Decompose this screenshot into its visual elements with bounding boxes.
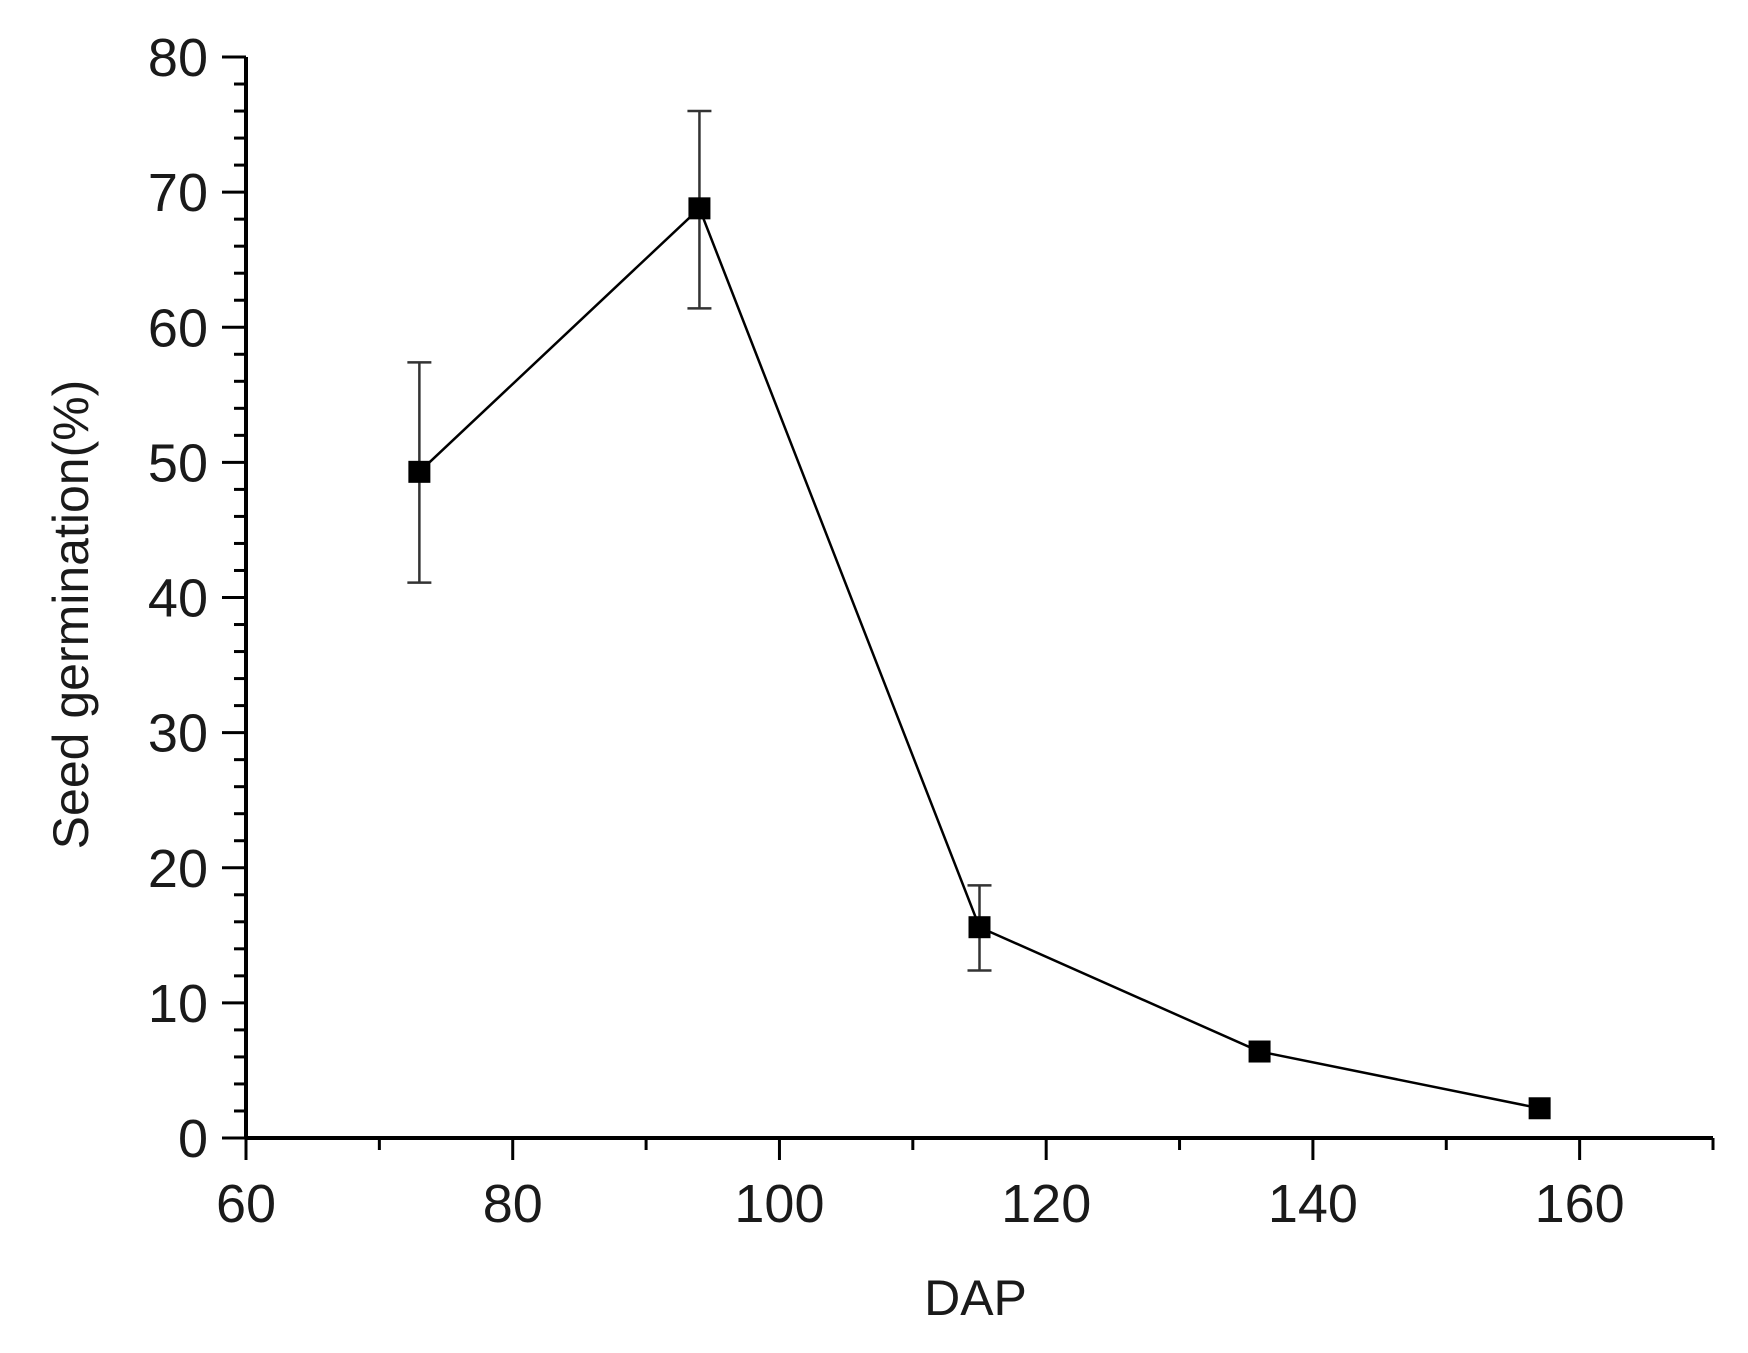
y-axis-title: Seed germination(%) [43,380,99,850]
y-tick-label: 70 [148,163,208,223]
x-tick-label: 100 [734,1174,824,1234]
x-tick-label: 160 [1535,1174,1625,1234]
y-tick-label: 60 [148,298,208,358]
x-tick-label: 120 [1001,1174,1091,1234]
x-tick-label: 80 [483,1174,543,1234]
series [407,109,1551,1120]
y-tick-label: 0 [178,1109,208,1169]
y-tick-label: 80 [148,28,208,88]
x-axis-title: DAP [924,1270,1027,1326]
axes: 0 10 20 30 40 50 60 70 80 60 80 100 120 140 160 [148,28,1715,1234]
series-line [418,206,1540,1110]
data-point-marker [968,916,991,939]
y-tick-label: 40 [148,569,208,629]
y-tick-label: 50 [148,433,208,493]
y-tick-label: 10 [148,974,208,1034]
data-point-marker [688,197,711,220]
x-tick-label: 140 [1268,1174,1358,1234]
x-tick-label: 60 [216,1174,276,1234]
data-point-marker [408,460,431,483]
y-tick-label: 30 [148,704,208,764]
data-point-marker [1528,1097,1551,1120]
y-tick-label: 20 [148,839,208,899]
data-point-marker [1248,1040,1271,1063]
